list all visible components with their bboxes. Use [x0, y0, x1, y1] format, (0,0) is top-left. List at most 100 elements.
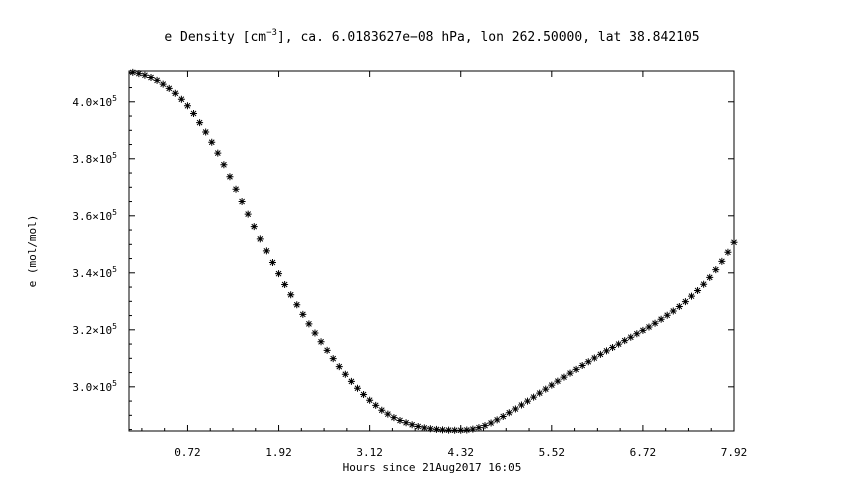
- data-point: [469, 425, 477, 433]
- data-point: [548, 381, 556, 389]
- x-tick-label: 5.52: [539, 446, 566, 459]
- data-point: [712, 266, 720, 274]
- data-point: [262, 247, 270, 255]
- data-point: [645, 323, 653, 331]
- x-tick-label: 3.12: [356, 446, 383, 459]
- data-point: [530, 393, 538, 401]
- data-point: [366, 396, 374, 404]
- data-point: [360, 391, 368, 399]
- data-point: [475, 424, 483, 432]
- data-point: [378, 406, 386, 414]
- data-point: [590, 354, 598, 362]
- data-point: [153, 76, 161, 84]
- data-point: [536, 389, 544, 397]
- data-point: [275, 270, 283, 278]
- data-point: [730, 238, 738, 246]
- data-point: [499, 412, 507, 420]
- data-point: [457, 426, 465, 434]
- x-axis-label: Hours since 21Aug2017 16:05: [343, 461, 522, 474]
- data-point: [214, 149, 222, 157]
- data-point: [687, 292, 695, 300]
- data-point: [414, 422, 422, 430]
- data-point: [542, 385, 550, 393]
- x-tick-label: 6.72: [630, 446, 657, 459]
- data-point: [281, 280, 289, 288]
- data-point: [651, 319, 659, 327]
- data-point: [481, 422, 489, 430]
- data-point: [524, 397, 532, 405]
- data-point: [171, 89, 179, 97]
- data-point: [621, 337, 629, 345]
- y-tick-label: 3.8×105: [72, 151, 117, 166]
- data-point: [159, 80, 167, 88]
- x-tick-label: 0.72: [174, 446, 201, 459]
- data-point: [669, 307, 677, 315]
- data-point: [190, 109, 198, 117]
- data-point: [663, 311, 671, 319]
- y-axis: 3.0×105 3.2×105 3.4×105 3.6×105 3.8×105 4.0×1…: [72, 72, 734, 431]
- data-point: [341, 370, 349, 378]
- data-point: [335, 363, 343, 371]
- x-tick-label: 7.92: [721, 446, 748, 459]
- data-point: [396, 416, 404, 424]
- data-point: [408, 421, 416, 429]
- data-point: [196, 119, 204, 127]
- data-point: [675, 302, 683, 310]
- data-point: [633, 330, 641, 338]
- y-tick-label: 3.0×105: [72, 379, 117, 394]
- data-point: [202, 128, 210, 136]
- data-point: [432, 425, 440, 433]
- data-point: [426, 425, 434, 433]
- data-point: [463, 426, 471, 434]
- data-point: [238, 198, 246, 206]
- data-point: [165, 84, 173, 92]
- data-point: [566, 369, 574, 377]
- data-point: [384, 410, 392, 418]
- data-point: [578, 361, 586, 369]
- data-point: [147, 74, 155, 82]
- x-tick-label: 4.32: [447, 446, 474, 459]
- data-point: [615, 340, 623, 348]
- data-point: [141, 71, 149, 79]
- y-tick-label: 3.2×105: [72, 322, 117, 337]
- data-point: [724, 248, 732, 256]
- data-point: [329, 355, 337, 363]
- data-point: [706, 273, 714, 281]
- data-point: [305, 320, 313, 328]
- x-axis: 0.72 1.92 3.12 4.32 5.52 6.72 7.92: [141, 71, 748, 459]
- data-point: [487, 419, 495, 427]
- y-tick-label: 4.0×105: [72, 94, 117, 109]
- data-point: [445, 426, 453, 434]
- data-point: [208, 138, 216, 146]
- data-point: [372, 401, 380, 409]
- data-point: [250, 223, 258, 231]
- data-point: [572, 365, 580, 373]
- data-point: [129, 68, 137, 76]
- data-point: [700, 280, 708, 288]
- data-point: [554, 377, 562, 385]
- data-point: [584, 358, 592, 366]
- data-point: [439, 426, 447, 434]
- data-point: [183, 102, 191, 110]
- y-axis-label: e (mol/mol): [26, 215, 39, 288]
- data-point: [505, 409, 513, 417]
- data-point: [220, 161, 228, 169]
- data-point: [323, 346, 331, 354]
- data-point: [317, 338, 325, 346]
- data-point: [596, 350, 604, 358]
- data-point: [293, 301, 301, 309]
- data-point: [256, 235, 264, 243]
- data-point: [511, 405, 519, 413]
- data-point: [694, 286, 702, 294]
- data-point: [718, 257, 726, 265]
- data-point: [177, 95, 185, 103]
- data-point: [244, 210, 252, 218]
- data-point: [402, 419, 410, 427]
- data-point: [657, 315, 665, 323]
- data-point: [353, 384, 361, 392]
- data-markers: [129, 68, 738, 434]
- data-point: [639, 326, 647, 334]
- data-point: [268, 259, 276, 267]
- y-tick-label: 3.6×105: [72, 208, 117, 223]
